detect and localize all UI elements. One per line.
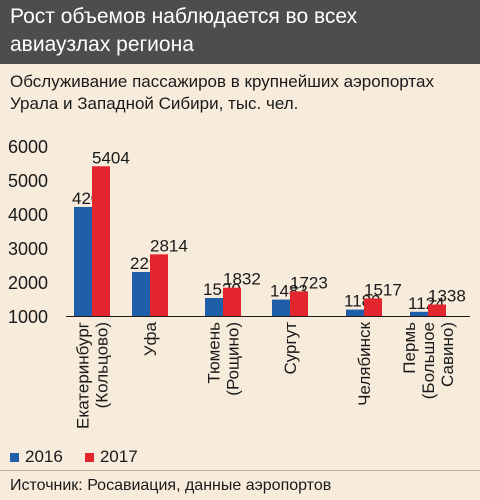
chart-subtitle: Обслуживание пассажиров в крупнейших аэр… <box>10 71 470 115</box>
subtitle-line-2: Урала и Западной Сибири, тыс. чел. <box>10 94 299 113</box>
source-note: Источник: Росавиация, данные аэропортов <box>10 477 332 494</box>
category-label: (Кольцово) <box>93 322 112 408</box>
y-tick-label: 4000 <box>8 205 48 225</box>
data-label-2017: 1832 <box>223 270 261 289</box>
category-label: Пермь <box>400 322 419 374</box>
category-label: Савино) <box>438 322 457 387</box>
y-tick-label: 6000 <box>8 137 48 157</box>
bar-2017 <box>92 166 110 316</box>
legend-swatch-2017 <box>84 452 94 462</box>
headline-line-1: Рост объемов наблюдается во всех <box>10 5 358 28</box>
bar-2016 <box>346 309 364 316</box>
category-label: Уфа <box>141 321 160 356</box>
data-label-2017: 5404 <box>92 148 130 167</box>
data-label-2017: 2814 <box>150 236 188 255</box>
category-label: Екатеринбург <box>74 322 93 429</box>
legend: 2016 2017 <box>10 447 160 467</box>
bar-2017 <box>223 287 241 316</box>
bar-2016 <box>410 311 428 316</box>
bar-2016 <box>205 297 223 316</box>
bar-2017 <box>428 304 446 316</box>
bar-2017 <box>364 298 382 316</box>
bar-2016 <box>132 271 150 316</box>
category-label: Тюмень <box>205 322 224 384</box>
bar-2017 <box>150 254 168 316</box>
y-tick-label: 1000 <box>8 307 48 327</box>
category-label: Челябинск <box>355 321 374 405</box>
y-tick-label: 3000 <box>8 239 48 259</box>
data-label-2017: 1723 <box>290 273 328 292</box>
bar-2017 <box>290 291 308 316</box>
data-label-2017: 1517 <box>364 280 402 299</box>
footer-divider <box>0 470 480 471</box>
y-tick-label: 5000 <box>8 171 48 191</box>
headline-line-2: авиаузлах региона <box>10 33 194 56</box>
subtitle-line-1: Обслуживание пассажиров в крупнейших аэр… <box>10 72 434 91</box>
legend-swatch-2016 <box>10 452 19 462</box>
y-tick-label: 2000 <box>8 273 48 293</box>
category-label: Сургут <box>281 322 300 375</box>
bar-2016 <box>272 299 290 316</box>
legend-item-2016: 2016 <box>10 447 63 467</box>
legend-label-2017: 2017 <box>99 447 138 466</box>
legend-item-2017: 2017 <box>84 447 138 467</box>
data-label-2017: 1338 <box>428 287 466 306</box>
category-label: (Большое <box>419 322 438 399</box>
headline: Рост объемов наблюдается во всех авиаузл… <box>0 0 480 64</box>
bar-2016 <box>74 206 92 316</box>
category-label: (Рощино) <box>224 322 243 396</box>
legend-label-2016: 2016 <box>25 447 63 466</box>
